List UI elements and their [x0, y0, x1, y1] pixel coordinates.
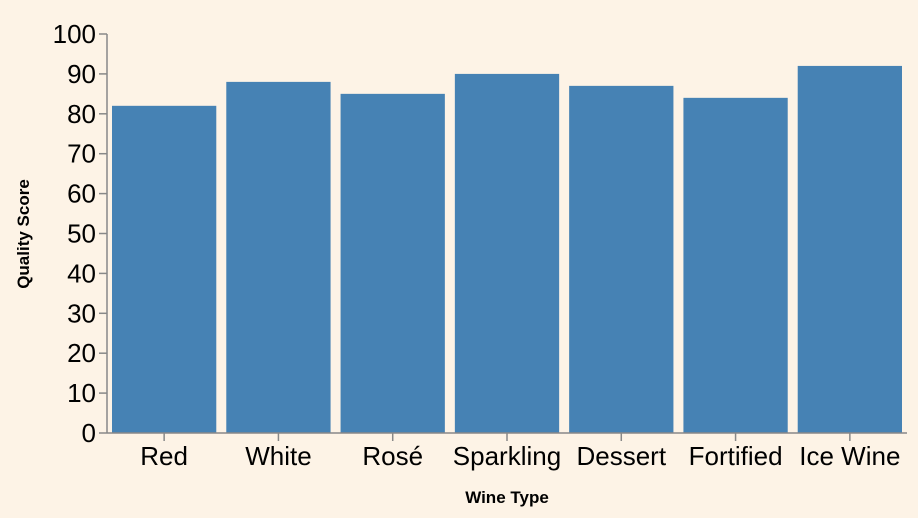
y-tick-label: 20	[67, 338, 96, 368]
y-tick-label: 0	[82, 418, 96, 448]
x-axis-title: Wine Type	[465, 488, 549, 507]
y-tick-label: 50	[67, 219, 96, 249]
y-tick-label: 10	[67, 378, 96, 408]
x-axis: Red White Rosé Sparkling Dessert Fortified Ice…	[107, 432, 907, 471]
x-tick-label: White	[245, 441, 311, 471]
x-tick-label: Sparkling	[453, 441, 561, 471]
y-tick-label: 30	[67, 298, 96, 328]
y-tick-label: 60	[67, 179, 96, 209]
x-tick-label: Dessert	[576, 441, 666, 471]
y-tick-label: 80	[67, 99, 96, 129]
x-tick-label: Fortified	[689, 441, 783, 471]
bars-group	[112, 65, 902, 434]
bar-fortified	[683, 97, 788, 433]
y-tick-label: 70	[67, 139, 96, 169]
y-axis-title: Quality Score	[14, 179, 33, 289]
y-axis: 0 10 20 30 40 50 60 70 80 90 100	[53, 19, 108, 448]
bar-white	[226, 81, 331, 433]
y-tick-label: 90	[67, 59, 96, 89]
bar-red	[112, 105, 217, 433]
bar-rosé	[340, 93, 445, 433]
x-tick-label: Ice Wine	[799, 441, 900, 471]
y-tick-label: 100	[53, 19, 96, 49]
bar-ice-wine	[797, 65, 902, 434]
bar-sparkling	[454, 73, 560, 434]
x-tick-label: Rosé	[362, 441, 423, 471]
bar-dessert	[569, 85, 674, 434]
x-tick-label: Red	[140, 441, 188, 471]
y-tick-label: 40	[67, 258, 96, 288]
